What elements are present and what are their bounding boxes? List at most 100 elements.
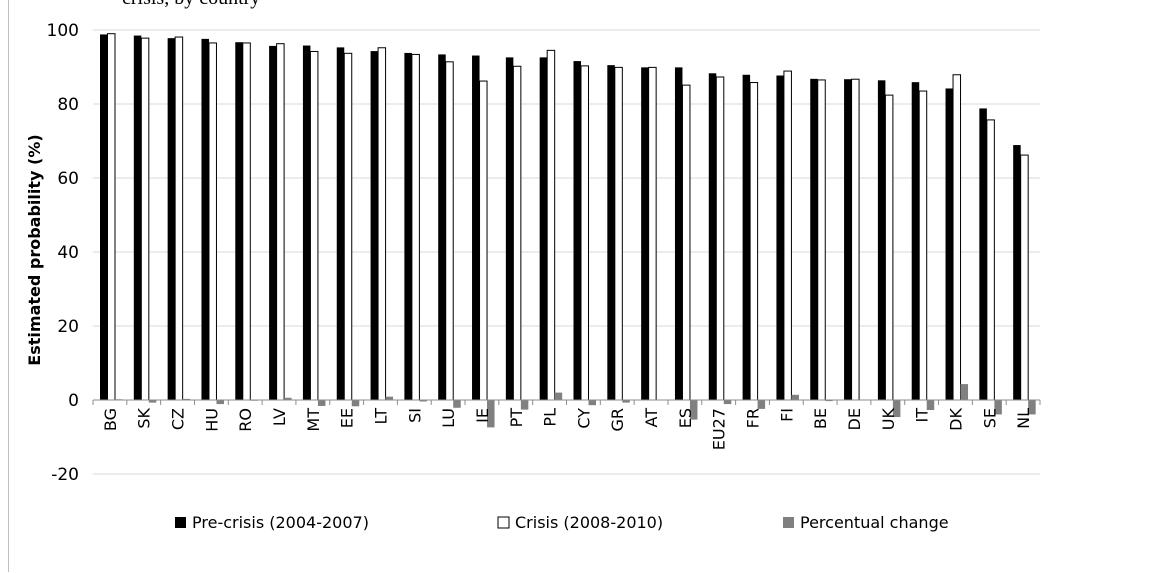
percentual-change-bar-se: [994, 400, 1002, 415]
crisis-bar-mt: [309, 50, 319, 401]
crisis-bar-cy: [580, 65, 589, 401]
x-tick-label: CZ: [169, 408, 188, 430]
pre-crisis-bar-it: [911, 82, 920, 401]
pre-crisis-bar-lv: [269, 45, 277, 400]
percentual-change-bar-be: [825, 400, 833, 402]
y-tick-label: 80: [57, 95, 79, 115]
percentual-change-bar-ee: [351, 400, 360, 407]
crisis-bar-it: [918, 90, 928, 401]
x-tick-label: PT: [507, 408, 526, 428]
pre-crisis-bar-cy: [573, 61, 581, 400]
crisis-bar-uk: [884, 94, 894, 401]
x-axis-ticks: BG SK CZ HU RO LV MT EE LT SI LU IE PT PL CY GR AT ES EU27…: [92, 400, 1041, 450]
x-tick-label: BE: [811, 408, 830, 429]
x-tick-label: EE: [338, 408, 357, 428]
percentual-change-bar-cy: [588, 400, 596, 406]
pre-crisis-bar-eu27: [708, 73, 717, 400]
pre-crisis-bar-pl: [539, 57, 548, 400]
y-tick-label: 20: [57, 317, 79, 337]
pre-crisis-bar-uk: [877, 80, 886, 400]
percentual-change-bar-sk: [148, 400, 157, 403]
pre-crisis-bar-pt: [505, 57, 514, 400]
percentual-change-bar-si: [419, 400, 427, 402]
crisis-bar-at: [648, 66, 657, 401]
x-tick-label: FI: [777, 408, 796, 422]
y-axis-ticks: -20 0 20 40 60 80 100: [47, 21, 79, 485]
pre-crisis-bar-nl: [1013, 145, 1021, 400]
x-tick-label: SK: [135, 408, 154, 429]
x-tick-label: MT: [304, 408, 323, 432]
bars: [100, 33, 1036, 428]
legend-label: Crisis (2008-2010): [515, 513, 663, 532]
pre-crisis-bar-cz: [167, 38, 176, 400]
legend: Pre-crisis (2004-2007) Crisis (2008-2010)…: [175, 513, 949, 532]
percentual-change-bar-pl: [554, 392, 563, 400]
crisis-bar-gr: [614, 66, 623, 401]
y-tick-label: 60: [57, 169, 79, 189]
pre-crisis-bar-bg: [100, 34, 108, 400]
pre-crisis-bar-dk: [945, 88, 954, 401]
crisis-bar-si: [411, 53, 420, 401]
percentual-change-bar-fr: [757, 400, 766, 409]
crisis-bar-de: [851, 78, 860, 401]
crisis-bar-ro: [242, 42, 251, 401]
percentual-change-bar-pt: [520, 400, 529, 410]
x-tick-label: BG: [101, 408, 120, 431]
percentual-change-bar-lv: [284, 397, 292, 400]
x-tick-label: LV: [270, 408, 289, 426]
crisis-bar-pl: [546, 49, 556, 401]
percentual-change-bar-ie: [487, 400, 495, 428]
percentual-change-bar-fi: [791, 394, 799, 400]
crisis-bar-cz: [174, 36, 184, 401]
pre-crisis-bar-de: [844, 79, 852, 401]
y-axis-label: Estimated probability (%): [25, 134, 44, 365]
y-tick-label: 100: [47, 21, 79, 41]
chart-title: crisis, by country: [122, 0, 260, 10]
percentual-change-bar-es: [689, 400, 698, 420]
x-tick-label: SI: [405, 408, 424, 423]
percentual-change-bar-eu27: [723, 400, 732, 405]
legend-swatch: [175, 517, 186, 528]
y-tick-label: -20: [51, 465, 79, 485]
crisis-bar-lu: [445, 61, 454, 401]
crisis-bar-ie: [479, 80, 488, 401]
x-tick-label: LT: [371, 408, 390, 425]
crisis-bar-ee: [343, 52, 353, 401]
pre-crisis-bar-ie: [472, 55, 480, 400]
pre-crisis-bar-fi: [776, 75, 784, 400]
pre-crisis-bar-sk: [133, 35, 142, 401]
pre-crisis-bar-mt: [302, 45, 311, 400]
legend-label: Pre-crisis (2004-2007): [192, 513, 369, 532]
percentual-change-bar-dk: [960, 384, 969, 400]
x-tick-label: NL: [1014, 408, 1033, 429]
x-tick-label: CY: [574, 408, 593, 429]
crisis-bar-eu27: [715, 76, 725, 401]
legend-swatch: [783, 517, 794, 528]
crisis-bar-fr: [749, 82, 759, 401]
percentual-change-bar-nl: [1028, 400, 1036, 415]
legend-label: Percentual change: [800, 513, 949, 532]
x-tick-label: FR: [744, 408, 763, 428]
chart-frame: [8, 0, 1152, 572]
pre-crisis-bar-se: [979, 108, 987, 400]
x-tick-label: UK: [879, 407, 898, 430]
pre-crisis-bar-be: [810, 78, 818, 400]
percentual-change-bar-lt: [385, 396, 394, 400]
crisis-bar-dk: [952, 74, 962, 401]
pre-crisis-bar-lt: [370, 51, 379, 401]
legend-swatch: [497, 516, 510, 529]
percentual-change-bar-hu: [216, 400, 224, 405]
percentual-change-bar-uk: [892, 400, 901, 418]
percentual-change-bar-it: [926, 400, 935, 410]
crisis-bar-lt: [377, 47, 387, 401]
percentual-change-bar-cz: [182, 398, 191, 400]
crisis-bar-fi: [783, 70, 792, 401]
x-tick-label: DK: [946, 407, 965, 430]
x-tick-label: HU: [202, 408, 221, 432]
pre-crisis-bar-hu: [201, 38, 209, 400]
pre-crisis-bar-ee: [336, 47, 345, 400]
x-tick-label: AT: [642, 408, 661, 428]
x-tick-label: RO: [236, 408, 255, 432]
crisis-bar-bg: [107, 33, 116, 401]
